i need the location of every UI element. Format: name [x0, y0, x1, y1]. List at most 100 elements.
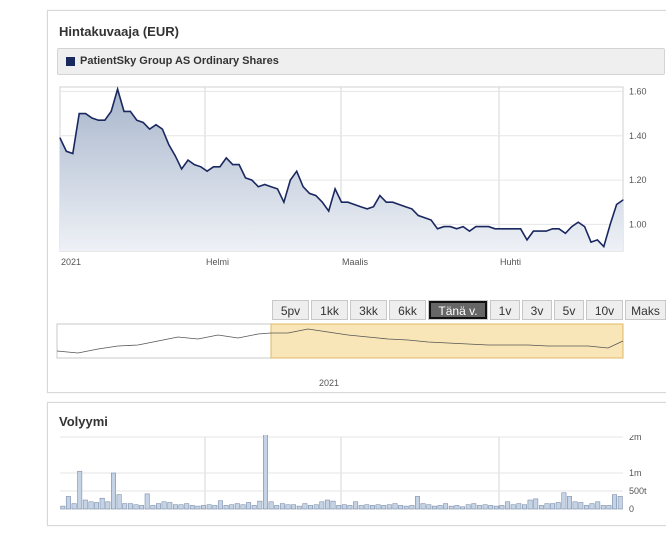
volume-bar [516, 503, 522, 510]
volume-bar [595, 501, 601, 510]
price-point [545, 230, 547, 232]
price-point [392, 201, 394, 203]
price-point [180, 168, 183, 170]
volume-bar [268, 501, 274, 510]
price-point [59, 137, 61, 139]
legend-swatch [66, 57, 75, 66]
volume-bar [341, 504, 347, 510]
price-point [257, 186, 259, 188]
price-point [353, 203, 355, 206]
price-point [168, 144, 170, 146]
volume-bar [555, 502, 561, 510]
volume-bar [71, 503, 77, 510]
volume-bar [409, 505, 415, 510]
volume-bar [578, 502, 584, 510]
volume-bar [347, 505, 353, 510]
volume-bar [223, 505, 229, 510]
price-point [475, 226, 477, 228]
volume-bar [184, 503, 190, 510]
volume-bar [493, 505, 499, 510]
range-button-1kk[interactable]: 1kk [311, 300, 348, 320]
price-point [520, 228, 522, 230]
range-button-10v[interactable]: 10v [586, 300, 623, 320]
volume-bar [122, 503, 128, 510]
volume-bar [381, 505, 387, 510]
volume-bar [60, 505, 66, 510]
volume-bar [105, 501, 111, 510]
volume-bar [550, 503, 556, 510]
range-button-3v[interactable]: 3v [522, 300, 552, 320]
volume-bar [375, 504, 381, 510]
range-button-3kk[interactable]: 3kk [350, 300, 387, 320]
price-point [468, 230, 471, 232]
volume-bar [308, 505, 313, 510]
volume-bar [324, 499, 330, 510]
volume-bar [437, 505, 443, 510]
price-point [379, 194, 381, 197]
y-tick-label: 1.20 [629, 175, 647, 185]
volume-bar [617, 496, 623, 510]
price-plot[interactable]: 1.60 1.40 1.20 1.00 2021 Helmi Maalis Huhti [48, 83, 666, 273]
price-point [270, 186, 272, 188]
volume-bar [510, 504, 516, 510]
price-point [360, 206, 362, 208]
price-point [244, 177, 247, 179]
volume-bar [600, 505, 606, 510]
price-point [404, 206, 407, 208]
volume-tick-label: 2m [629, 435, 642, 442]
volume-bar [291, 504, 297, 510]
volume-bar [313, 504, 319, 510]
range-button-6kk[interactable]: 6kk [389, 300, 426, 320]
range-button-5v[interactable]: 5v [554, 300, 584, 320]
price-point [174, 155, 176, 157]
volume-bar [488, 505, 494, 510]
volume-bar [572, 501, 578, 510]
price-point [187, 159, 189, 161]
price-point [481, 226, 483, 228]
price-point [411, 208, 413, 210]
price-point [366, 208, 368, 210]
volume-bar [612, 494, 617, 510]
volume-bar [161, 501, 167, 510]
volume-bar [246, 502, 252, 510]
volume-bar [82, 499, 88, 510]
price-point [456, 228, 458, 230]
price-point [302, 186, 304, 188]
range-button-5pv[interactable]: 5pv [272, 300, 309, 320]
volume-bar [415, 496, 420, 510]
volume-bar [505, 501, 511, 510]
volume-bar [189, 505, 195, 510]
volume-tick-label: 0 [629, 504, 634, 514]
range-button-1v[interactable]: 1v [490, 300, 520, 320]
volume-bar [476, 505, 482, 510]
range-button-maks[interactable]: Maks [625, 300, 666, 320]
volume-bar [133, 504, 139, 510]
volume-chart-panel: Volyymi 2m 1m 500t 0 [47, 402, 666, 526]
volume-tick-label: 1m [629, 468, 642, 478]
navigator[interactable] [48, 321, 666, 361]
price-point [449, 226, 451, 228]
volume-plot[interactable]: 2m 1m 500t 0 [48, 435, 666, 515]
series-legend[interactable]: PatientSky Group AS Ordinary Shares [57, 48, 665, 75]
volume-bar [431, 505, 437, 510]
volume-bar [482, 504, 488, 510]
volume-bar [364, 504, 370, 510]
price-point [142, 121, 144, 124]
range-button-tänä-v-[interactable]: Tänä v. [428, 300, 488, 320]
price-point [372, 206, 375, 208]
price-point [564, 232, 567, 234]
price-point [494, 228, 496, 230]
volume-bar [589, 503, 595, 510]
volume-bar [285, 504, 291, 510]
price-point [155, 124, 157, 126]
volume-bar [370, 505, 375, 510]
volume-bar [499, 505, 505, 510]
volume-bar [302, 503, 308, 510]
price-point [148, 128, 151, 130]
volume-bar [296, 505, 302, 510]
volume-bar [178, 504, 184, 510]
price-point [577, 221, 579, 223]
volume-bar [150, 505, 156, 510]
price-point [78, 112, 80, 115]
volume-bar [139, 505, 145, 510]
